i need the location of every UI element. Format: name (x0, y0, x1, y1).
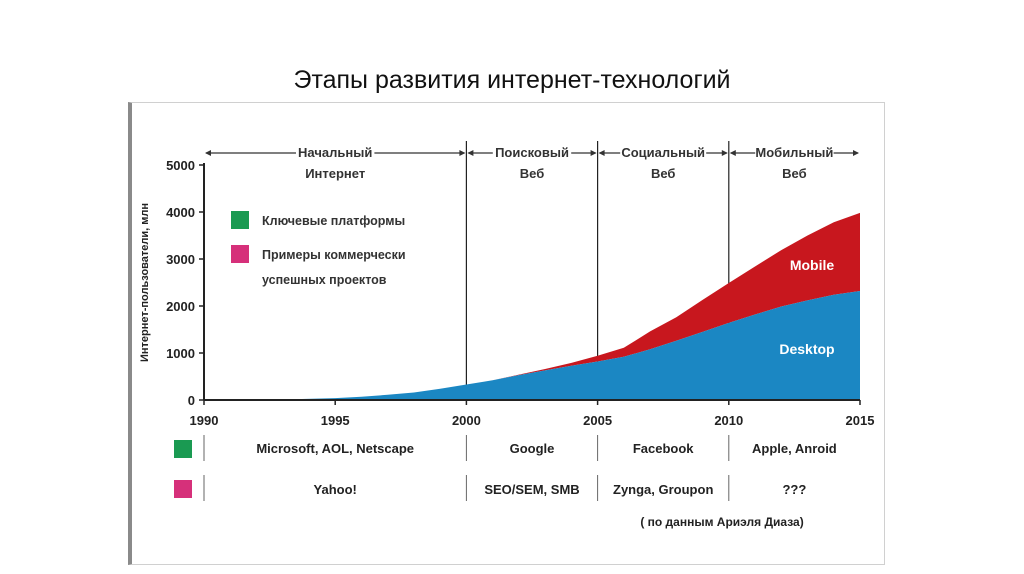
era-arrow-right (590, 150, 597, 156)
era-layer: Начальный Интернет Поисковый Веб Социальный В… (205, 141, 859, 400)
axis-layer: 0 1000 2000 3000 4000 5000 1990 1995 2000 2005 201… (139, 158, 874, 428)
era-label-line2: Веб (782, 166, 806, 181)
era-arrow-left (467, 150, 474, 156)
series-label-desktop: Desktop (779, 341, 834, 357)
era-label-line1: Социальный (621, 145, 705, 160)
slide-title: Этапы развития интернет-технологий (293, 66, 731, 94)
era-label-line2: Веб (520, 166, 544, 181)
source-note: ( по данным Ариэля Диаза) (640, 515, 803, 529)
legend-label-platforms: Ключевые платформы (262, 214, 405, 228)
commercial-cell: Zynga, Groupon (613, 482, 713, 497)
series-label-mobile: Mobile (790, 257, 835, 273)
chart-frame: Начальный Интернет Поисковый Веб Социальный В… (128, 102, 885, 565)
y-tick-label: 1000 (166, 346, 195, 361)
row-swatch-commercial (174, 480, 192, 498)
mobile-area (204, 212, 860, 400)
commercial-cell: SEO/SEM, SMB (484, 482, 579, 497)
legend-swatch-commercial (231, 245, 249, 263)
era-arrow-left (598, 150, 605, 156)
x-tick-label: 2005 (583, 413, 612, 428)
row-swatch-platforms (174, 440, 192, 458)
era-arrow-right (721, 150, 728, 156)
era-arrow-left (205, 150, 211, 156)
era-arrow-right (459, 150, 466, 156)
label-layer: Mobile Desktop (779, 257, 834, 357)
platform-cell: Microsoft, AOL, Netscape (256, 441, 414, 456)
commercial-cell: Yahoo! (314, 482, 357, 497)
x-tick-label: 2010 (714, 413, 743, 428)
x-tick-label: 2000 (452, 413, 481, 428)
y-axis-label: Интернет-пользователи, млн (139, 203, 151, 362)
rows-layer: Microsoft, AOL, Netscape Yahoo! Google SEO/… (174, 435, 837, 529)
legend-layer: Ключевые платформы Примеры коммерчески усп… (231, 211, 406, 287)
area-layer (204, 212, 860, 400)
era-arrow-right (853, 150, 859, 156)
era-label-line1: Мобильный (755, 145, 833, 160)
y-tick-label: 3000 (166, 252, 195, 267)
platform-cell: Google (510, 441, 555, 456)
x-tick-label: 2015 (846, 413, 875, 428)
y-tick-label: 5000 (166, 158, 195, 173)
era-label-line2: Веб (651, 166, 675, 181)
internet-users-chart: Начальный Интернет Поисковый Веб Социальный В… (139, 141, 874, 529)
legend-label-commercial-1: Примеры коммерчески (262, 248, 406, 262)
era-label-line2: Интернет (305, 166, 365, 181)
legend-swatch-platforms (231, 211, 249, 229)
y-tick-label: 2000 (166, 299, 195, 314)
era-label-line1: Начальный (298, 145, 372, 160)
y-tick-label: 4000 (166, 205, 195, 220)
platform-cell: Apple, Anroid (752, 441, 837, 456)
x-tick-label: 1995 (321, 413, 350, 428)
era-label-line1: Поисковый (495, 145, 569, 160)
legend-label-commercial-2: успешных проектов (262, 273, 387, 287)
desktop-area (204, 291, 860, 400)
y-tick-label: 0 (188, 393, 195, 408)
x-tick-label: 1990 (190, 413, 219, 428)
commercial-cell: ??? (782, 482, 806, 497)
platform-cell: Facebook (633, 441, 694, 456)
era-arrow-left (729, 150, 736, 156)
